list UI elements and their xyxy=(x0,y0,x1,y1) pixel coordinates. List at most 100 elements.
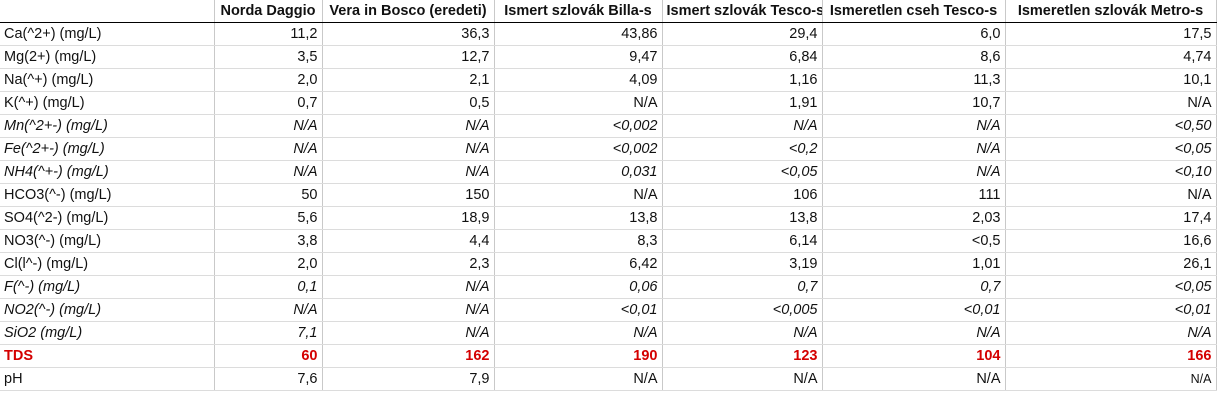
cell: N/A xyxy=(1005,321,1217,345)
cell: <0,50 xyxy=(1005,114,1217,138)
table-row: K(^+) (mg/L) 0,7 0,5 N/A 1,91 10,7 N/A xyxy=(0,91,1217,115)
cell: N/A xyxy=(214,137,323,161)
cell: 6,42 xyxy=(494,252,663,276)
table-row: Fe(^2+-) (mg/L) N/A N/A <0,002 <0,2 N/A … xyxy=(0,137,1217,161)
cell: 36,3 xyxy=(322,22,495,46)
table-row: NO3(^-) (mg/L) 3,8 4,4 8,3 6,14 <0,5 16,… xyxy=(0,229,1217,253)
cell: N/A xyxy=(822,321,1006,345)
cell: 190 xyxy=(494,344,663,368)
water-comparison-table: Norda Daggio Vera in Bosco (eredeti) Ism… xyxy=(0,0,1217,391)
cell: <0,05 xyxy=(1005,137,1217,161)
cell: 1,01 xyxy=(822,252,1006,276)
table-row: Mn(^2+-) (mg/L) N/A N/A <0,002 N/A N/A <… xyxy=(0,114,1217,138)
cell: 12,7 xyxy=(322,45,495,69)
cell: 0,031 xyxy=(494,160,663,184)
cell: <0,10 xyxy=(1005,160,1217,184)
header-norda-daggio: Norda Daggio xyxy=(214,0,323,23)
row-label: Cl(l^-) (mg/L) xyxy=(0,252,215,276)
row-label: TDS xyxy=(0,344,215,368)
table-row: Mg(2+) (mg/L) 3,5 12,7 9,47 6,84 8,6 4,7… xyxy=(0,45,1217,69)
cell: N/A xyxy=(1005,183,1217,207)
cell: <0,5 xyxy=(822,229,1006,253)
header-vera-in-bosco: Vera in Bosco (eredeti) xyxy=(322,0,495,23)
cell: 2,0 xyxy=(214,68,323,92)
header-billa: Ismert szlovák Billa-s xyxy=(494,0,663,23)
cell: 6,14 xyxy=(662,229,823,253)
row-label: Ca(^2+) (mg/L) xyxy=(0,22,215,46)
table-row: NO2(^-) (mg/L) N/A N/A <0,01 <0,005 <0,0… xyxy=(0,298,1217,322)
cell: 17,5 xyxy=(1005,22,1217,46)
cell: N/A xyxy=(822,160,1006,184)
cell: 16,6 xyxy=(1005,229,1217,253)
cell: N/A xyxy=(494,183,663,207)
cell: N/A xyxy=(662,321,823,345)
header-metro: Ismeretlen szlovák Metro-s xyxy=(1005,0,1217,23)
cell: 0,5 xyxy=(322,91,495,115)
cell: 3,8 xyxy=(214,229,323,253)
cell: 4,74 xyxy=(1005,45,1217,69)
cell: N/A xyxy=(662,367,823,391)
cell: N/A xyxy=(322,114,495,138)
table-row: pH 7,6 7,9 N/A N/A N/A N/A xyxy=(0,367,1217,391)
cell: 4,09 xyxy=(494,68,663,92)
cell: N/A xyxy=(322,137,495,161)
row-label: SO4(^2-) (mg/L) xyxy=(0,206,215,230)
cell: 0,7 xyxy=(662,275,823,299)
table-row: SO4(^2-) (mg/L) 5,6 18,9 13,8 13,8 2,03 … xyxy=(0,206,1217,230)
row-label: Na(^+) (mg/L) xyxy=(0,68,215,92)
row-label: NH4(^+-) (mg/L) xyxy=(0,160,215,184)
cell: 11,2 xyxy=(214,22,323,46)
cell: 3,19 xyxy=(662,252,823,276)
cell: 17,4 xyxy=(1005,206,1217,230)
cell: 3,5 xyxy=(214,45,323,69)
cell: 43,86 xyxy=(494,22,663,46)
row-label: K(^+) (mg/L) xyxy=(0,91,215,115)
cell: 4,4 xyxy=(322,229,495,253)
cell: 60 xyxy=(214,344,323,368)
cell: 26,1 xyxy=(1005,252,1217,276)
cell: 2,3 xyxy=(322,252,495,276)
row-label: HCO3(^-) (mg/L) xyxy=(0,183,215,207)
table-row: Na(^+) (mg/L) 2,0 2,1 4,09 1,16 11,3 10,… xyxy=(0,68,1217,92)
cell: <0,01 xyxy=(822,298,1006,322)
cell: 7,6 xyxy=(214,367,323,391)
table-row: HCO3(^-) (mg/L) 50 150 N/A 106 111 N/A xyxy=(0,183,1217,207)
cell: 18,9 xyxy=(322,206,495,230)
row-label: SiO2 (mg/L) xyxy=(0,321,215,345)
cell: 7,1 xyxy=(214,321,323,345)
cell: 111 xyxy=(822,183,1006,207)
cell: 0,1 xyxy=(214,275,323,299)
cell: 8,3 xyxy=(494,229,663,253)
cell: N/A xyxy=(214,160,323,184)
row-label: Fe(^2+-) (mg/L) xyxy=(0,137,215,161)
tds-row: TDS 60 162 190 123 104 166 xyxy=(0,344,1217,368)
cell: N/A xyxy=(822,114,1006,138)
cell: N/A xyxy=(214,114,323,138)
row-label: NO2(^-) (mg/L) xyxy=(0,298,215,322)
cell: 106 xyxy=(662,183,823,207)
cell: 10,1 xyxy=(1005,68,1217,92)
cell: N/A xyxy=(662,114,823,138)
header-tesco-sk: Ismert szlovák Tesco-s xyxy=(662,0,823,23)
header-tesco-cz: Ismeretlen cseh Tesco-s xyxy=(822,0,1006,23)
cell: 8,6 xyxy=(822,45,1006,69)
cell: N/A xyxy=(494,91,663,115)
header-row: Norda Daggio Vera in Bosco (eredeti) Ism… xyxy=(0,0,1217,23)
cell: N/A xyxy=(322,275,495,299)
cell: 6,84 xyxy=(662,45,823,69)
cell: 50 xyxy=(214,183,323,207)
cell: <0,2 xyxy=(662,137,823,161)
table-row: SiO2 (mg/L) 7,1 N/A N/A N/A N/A N/A xyxy=(0,321,1217,345)
table-row: NH4(^+-) (mg/L) N/A N/A 0,031 <0,05 N/A … xyxy=(0,160,1217,184)
cell: 9,47 xyxy=(494,45,663,69)
cell: N/A xyxy=(494,367,663,391)
cell: 150 xyxy=(322,183,495,207)
row-label: pH xyxy=(0,367,215,391)
cell: 123 xyxy=(662,344,823,368)
cell: 5,6 xyxy=(214,206,323,230)
cell: 11,3 xyxy=(822,68,1006,92)
cell: 10,7 xyxy=(822,91,1006,115)
row-label: NO3(^-) (mg/L) xyxy=(0,229,215,253)
cell: 7,9 xyxy=(322,367,495,391)
cell: <0,002 xyxy=(494,114,663,138)
